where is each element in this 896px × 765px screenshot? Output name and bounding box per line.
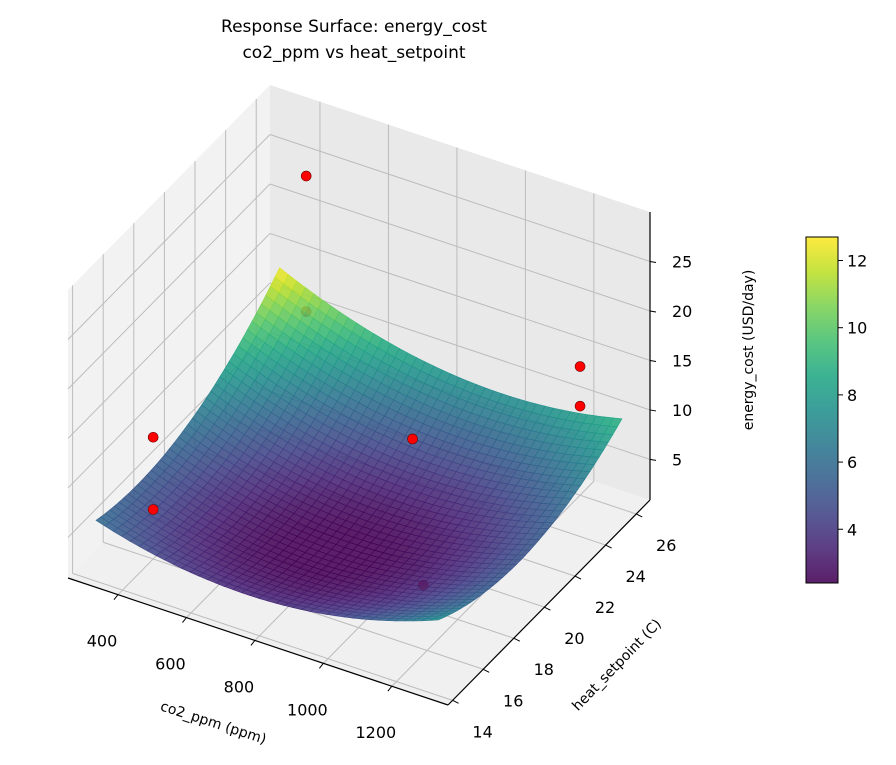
colorbar <box>806 237 838 583</box>
z-tick <box>649 359 657 362</box>
z-gridline <box>67 233 271 439</box>
colorbar-tick-label: 10 <box>847 319 867 338</box>
z-tick <box>649 409 657 412</box>
y-tick-label: 22 <box>595 598 615 617</box>
x-tick <box>318 663 324 669</box>
z-tick <box>649 458 657 461</box>
colorbar-tick-label: 6 <box>847 453 857 472</box>
z-tick <box>649 260 657 263</box>
y-tick-label: 24 <box>625 567 645 586</box>
scatter-point <box>407 433 418 445</box>
y-tick <box>482 668 490 673</box>
y-tick <box>636 513 643 518</box>
chart-subtitle: co2_ppm vs heat_setpoint <box>242 43 465 63</box>
chart-title: Response Surface: energy_cost <box>221 17 487 37</box>
x-axis-label: co2_ppm (ppm) <box>158 699 268 748</box>
y-tick-label: 18 <box>534 660 554 679</box>
z-gridline <box>67 134 271 340</box>
scatter-point <box>574 400 586 412</box>
x-tick-label: 1200 <box>355 723 396 742</box>
z-tick-label: 15 <box>672 351 692 370</box>
y-tick-label: 26 <box>656 536 676 555</box>
y-tick <box>544 606 551 611</box>
scatter-point <box>574 361 586 372</box>
x-tick-label: 400 <box>87 632 118 651</box>
z-gridline <box>269 232 651 361</box>
surface-patch <box>429 617 444 621</box>
scatter-point <box>147 504 159 515</box>
z-gridline <box>269 183 651 312</box>
z-gridline <box>67 282 271 489</box>
x-tick-label: 1000 <box>287 700 328 719</box>
colorbar-tick-label: 4 <box>847 520 857 539</box>
y-tick <box>513 637 521 642</box>
z-tick-label: 25 <box>672 252 692 271</box>
y-tick-label: 14 <box>472 722 492 741</box>
x-tick <box>387 685 393 692</box>
z-tick-label: 20 <box>672 302 692 321</box>
z-gridline <box>269 282 651 411</box>
z-gridline <box>67 183 271 390</box>
y-tick-label: 20 <box>564 629 584 648</box>
z-tick-label: 5 <box>672 450 682 469</box>
y-axis-line <box>447 499 651 706</box>
y-gridline <box>72 572 453 701</box>
y-tick <box>574 575 582 580</box>
left-pane <box>68 85 270 578</box>
x-tick <box>250 640 256 646</box>
y-tick <box>452 699 459 704</box>
scatter-point <box>147 431 159 443</box>
x-axis-line <box>67 577 449 706</box>
z-axis-label: energy_cost (USD/day) <box>741 270 757 431</box>
scatter-point <box>300 170 312 182</box>
z-tick <box>649 310 657 313</box>
colorbar-tick-label: 8 <box>847 386 857 405</box>
x-tick-label: 800 <box>224 677 255 696</box>
surface-mesh <box>95 267 623 622</box>
x-tick <box>182 617 187 623</box>
z-tick-label: 10 <box>672 401 692 420</box>
z-gridline <box>269 134 651 262</box>
x-tick <box>113 594 119 601</box>
y-tick <box>605 544 612 549</box>
colorbar-frame <box>805 236 839 584</box>
y-tick-label: 16 <box>503 691 523 710</box>
x-tick-label: 600 <box>155 655 186 674</box>
colorbar-tick-label: 12 <box>847 252 867 271</box>
